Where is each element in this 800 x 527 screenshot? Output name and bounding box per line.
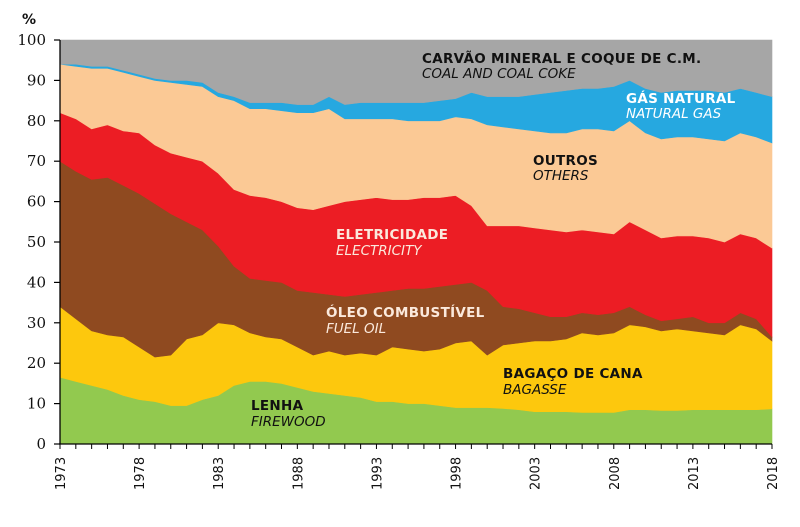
x-tick-label: 2013 bbox=[687, 457, 702, 490]
firewood-label-en: FIREWOOD bbox=[251, 414, 326, 430]
y-tick-label: 20 bbox=[27, 354, 46, 372]
x-tick-label: 1998 bbox=[450, 457, 465, 490]
y-tick-label: 50 bbox=[27, 233, 46, 251]
y-tick-label: 80 bbox=[27, 112, 46, 130]
y-tick-label: 100 bbox=[17, 31, 46, 49]
x-tick-label: 2008 bbox=[608, 457, 623, 490]
area-coal-and-coal-coke bbox=[59, 39, 773, 105]
y-tick-label: 90 bbox=[27, 71, 46, 89]
x-tick-label: 1993 bbox=[370, 457, 385, 490]
bagasse-label-pt: BAGAÇO DE CANA bbox=[503, 366, 643, 382]
fuel-oil-label-en: FUEL OIL bbox=[326, 321, 386, 337]
x-tick-label: 2018 bbox=[766, 457, 781, 490]
coal-label-en: COAL AND COAL COKE bbox=[422, 66, 576, 82]
x-tick-label: 1978 bbox=[133, 457, 148, 490]
bagasse-label-en: BAGASSE bbox=[503, 382, 567, 398]
gas-label-en: NATURAL GAS bbox=[626, 106, 722, 122]
electricity-label-pt: ELETRICIDADE bbox=[336, 227, 448, 243]
others-label-pt: OUTROS bbox=[533, 153, 598, 169]
fuel-oil-label-pt: ÓLEO COMBUSTÍVEL bbox=[326, 303, 485, 321]
others-label-en: OTHERS bbox=[533, 168, 589, 184]
area-layers bbox=[59, 39, 773, 445]
axes: 0 10 20 30 40 50 60 70 80 90 100 1973 1978 1983 1988 19… bbox=[17, 31, 781, 490]
y-tick-label: 60 bbox=[27, 193, 46, 211]
series-labels: CARVÃO MINERAL E COQUE DE C.M. COAL AND … bbox=[251, 50, 736, 430]
x-tick-label: 1988 bbox=[291, 457, 306, 490]
x-tick-label: 2003 bbox=[529, 457, 544, 490]
y-tick-label: 30 bbox=[27, 314, 46, 332]
coal-label-pt: CARVÃO MINERAL E COQUE DE C.M. bbox=[422, 50, 701, 67]
y-tick-label: 10 bbox=[27, 395, 46, 413]
x-tick-label: 1983 bbox=[212, 457, 227, 490]
y-tick-label: 40 bbox=[27, 273, 46, 291]
y-axis-unit-label: % bbox=[22, 12, 36, 28]
x-tick-label: 1973 bbox=[54, 457, 69, 490]
y-tick-label: 70 bbox=[27, 152, 46, 170]
electricity-label-en: ELECTRICITY bbox=[336, 243, 423, 259]
firewood-label-pt: LENHA bbox=[251, 398, 304, 414]
y-tick-label: 0 bbox=[36, 435, 46, 453]
gas-label-pt: GÁS NATURAL bbox=[626, 90, 736, 107]
